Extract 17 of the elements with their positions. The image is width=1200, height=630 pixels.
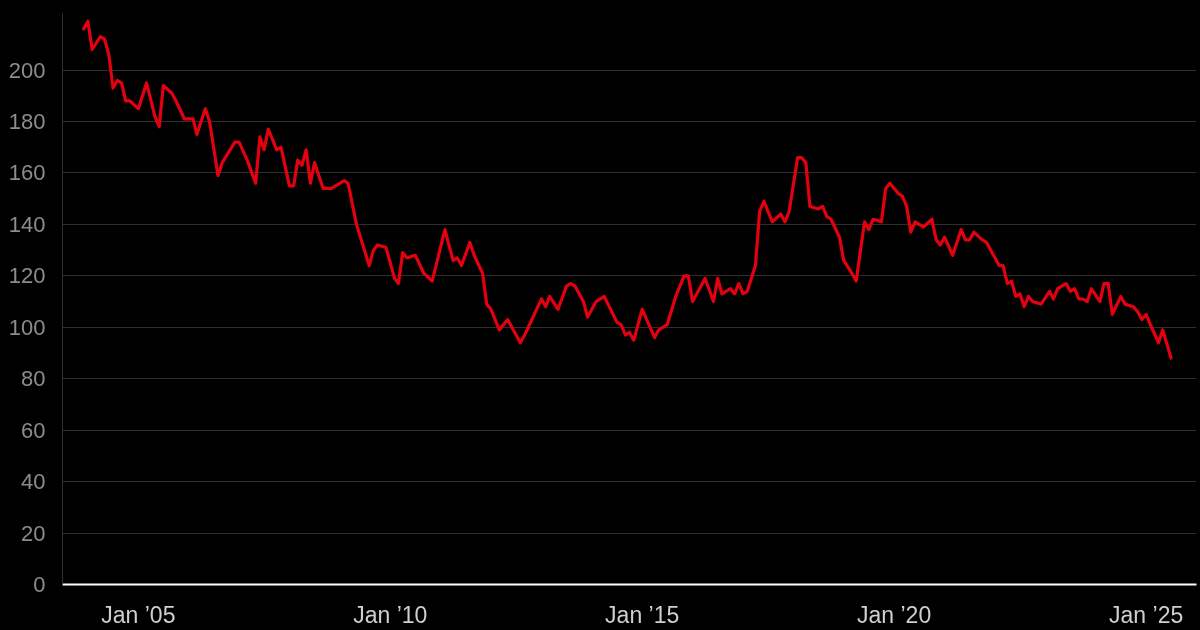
y-tick-label: 160 bbox=[8, 160, 46, 186]
y-tick-label: 40 bbox=[21, 469, 46, 495]
y-tick-label: 140 bbox=[8, 211, 46, 237]
y-tick-label: 200 bbox=[8, 57, 46, 83]
x-tick-label: Jan ’10 bbox=[353, 601, 428, 628]
x-tick-label: Jan ’25 bbox=[1109, 601, 1184, 628]
x-tick-label: Jan ’20 bbox=[857, 601, 932, 628]
y-tick-label: 120 bbox=[8, 263, 46, 289]
x-tick-label: Jan ’05 bbox=[101, 601, 176, 628]
y-tick-label: 180 bbox=[8, 109, 46, 135]
y-tick-label: 0 bbox=[33, 572, 46, 597]
line-series bbox=[82, 19, 1173, 360]
x-tick-label: Jan ’15 bbox=[605, 601, 680, 628]
y-tick-label: 80 bbox=[21, 366, 46, 392]
y-tick-label: 60 bbox=[21, 417, 46, 443]
y-tick-label: 100 bbox=[8, 314, 46, 340]
y-tick-label: 20 bbox=[21, 520, 46, 546]
